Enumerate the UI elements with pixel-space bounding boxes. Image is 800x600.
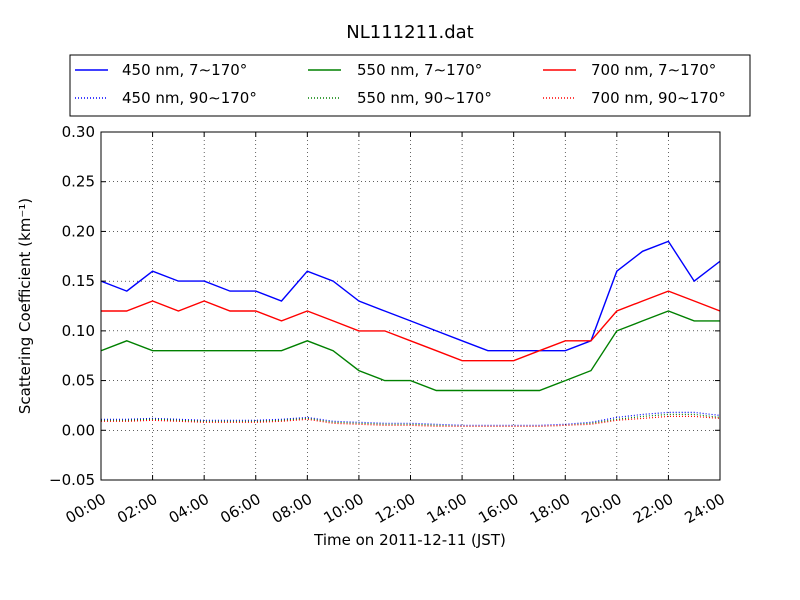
y-axis-label: Scattering Coefficient (km⁻¹) xyxy=(16,198,34,414)
x-tick-label: 12:00 xyxy=(372,490,418,527)
series-line xyxy=(101,411,720,426)
x-tick-label: 16:00 xyxy=(475,490,521,527)
series-line xyxy=(101,290,720,362)
legend-label: 700 nm, 90∼170° xyxy=(591,89,726,107)
y-tick-label: 0.10 xyxy=(62,322,95,340)
x-tick-label: 08:00 xyxy=(269,490,315,527)
chart-title: NL111211.dat xyxy=(346,22,473,43)
y-axis: −0.05 0.00 0.05 0.10 0.15 0.20 0.25 0.30 xyxy=(49,123,720,489)
y-tick-label: 0.30 xyxy=(62,123,95,141)
y-tick-label: 0.00 xyxy=(62,421,95,439)
x-tick-label: 20:00 xyxy=(578,490,624,527)
plot-area xyxy=(101,132,720,480)
legend-label: 450 nm, 90∼170° xyxy=(122,89,257,107)
x-axis-label: Time on 2011-12-11 (JST) xyxy=(313,531,506,549)
x-tick-label: 14:00 xyxy=(424,490,470,527)
series-layer xyxy=(101,240,720,427)
series-line xyxy=(101,310,720,392)
series-line xyxy=(101,415,720,427)
x-tick-label: 00:00 xyxy=(63,490,109,527)
y-tick-label: 0.20 xyxy=(62,222,95,240)
legend-label: 550 nm, 7∼170° xyxy=(357,61,482,79)
series-line xyxy=(101,413,720,427)
chart-legend: 450 nm, 7∼170° 550 nm, 7∼170° 700 nm, 7∼17… xyxy=(69,54,751,117)
series-line xyxy=(101,240,720,352)
x-tick-label: 04:00 xyxy=(166,490,212,527)
y-tick-label: −0.05 xyxy=(49,471,95,489)
legend-label: 550 nm, 90∼170° xyxy=(357,89,492,107)
x-tick-label: 10:00 xyxy=(320,490,366,527)
x-tick-label: 24:00 xyxy=(682,490,728,527)
x-tick-label: 18:00 xyxy=(527,490,573,527)
x-tick-label: 02:00 xyxy=(114,490,160,527)
x-tick-label: 22:00 xyxy=(630,490,676,527)
legend-label: 450 nm, 7∼170° xyxy=(122,61,247,79)
legend-label: 700 nm, 7∼170° xyxy=(591,61,716,79)
x-tick-label: 06:00 xyxy=(217,490,263,527)
y-tick-label: 0.25 xyxy=(62,173,95,191)
y-tick-label: 0.05 xyxy=(62,372,95,390)
y-tick-label: 0.15 xyxy=(62,272,95,290)
